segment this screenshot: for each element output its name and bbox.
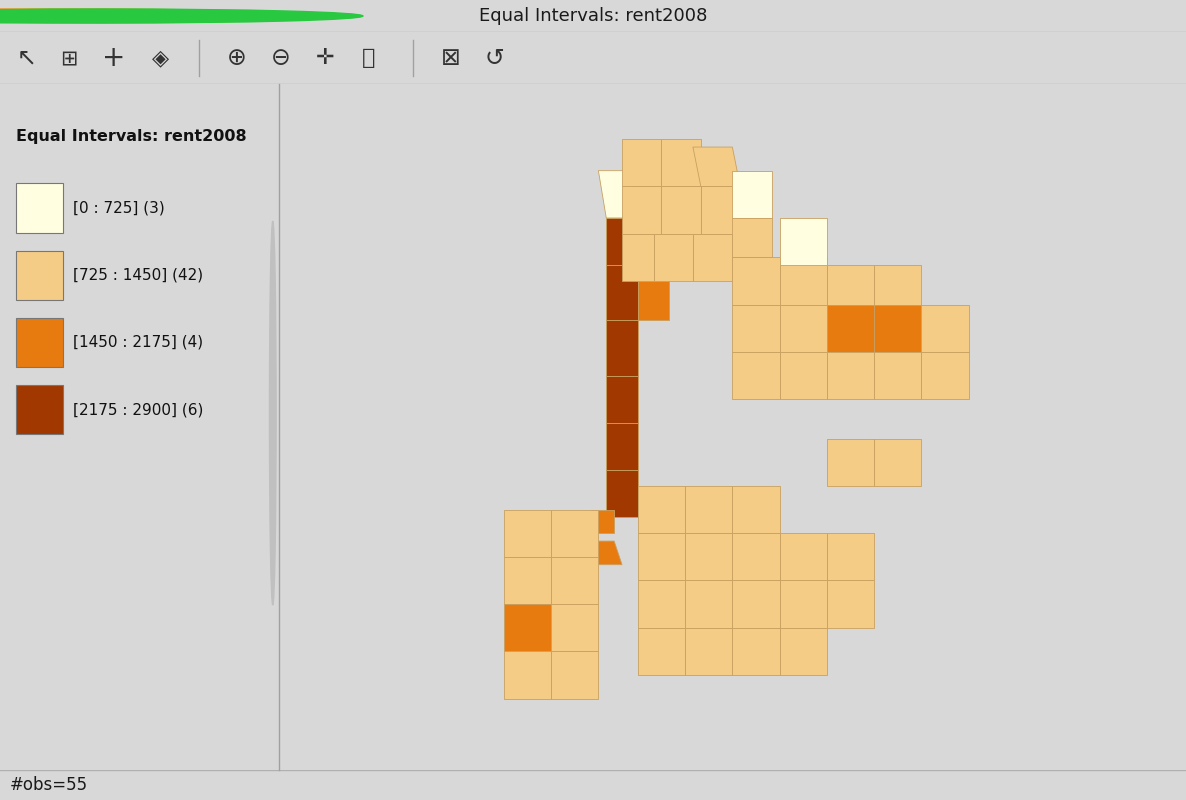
Text: [1450 : 2175] (4): [1450 : 2175] (4) <box>74 335 204 350</box>
Circle shape <box>0 9 296 23</box>
Text: Equal Intervals: rent2008: Equal Intervals: rent2008 <box>15 129 247 143</box>
Text: ⊖: ⊖ <box>272 46 291 70</box>
FancyBboxPatch shape <box>15 318 63 367</box>
Text: ⤢: ⤢ <box>362 48 376 68</box>
Text: [2175 : 2900] (6): [2175 : 2900] (6) <box>74 402 204 417</box>
FancyBboxPatch shape <box>15 183 63 233</box>
Text: ↖: ↖ <box>17 46 36 70</box>
FancyBboxPatch shape <box>15 385 63 434</box>
Text: +: + <box>102 44 126 72</box>
Circle shape <box>269 221 276 605</box>
Circle shape <box>0 9 363 23</box>
Text: #obs=55: #obs=55 <box>9 776 88 794</box>
Text: [0 : 725] (3): [0 : 725] (3) <box>74 201 165 215</box>
Text: ⊞: ⊞ <box>60 48 77 68</box>
Text: ⊕: ⊕ <box>228 46 247 70</box>
Text: ⊠: ⊠ <box>441 46 460 70</box>
Text: Equal Intervals: rent2008: Equal Intervals: rent2008 <box>479 7 707 25</box>
Text: ◈: ◈ <box>152 48 168 68</box>
Text: ↺: ↺ <box>485 46 504 70</box>
FancyBboxPatch shape <box>15 250 63 300</box>
Text: [725 : 1450] (42): [725 : 1450] (42) <box>74 268 204 282</box>
Circle shape <box>0 9 330 23</box>
Text: ✛: ✛ <box>315 48 334 68</box>
